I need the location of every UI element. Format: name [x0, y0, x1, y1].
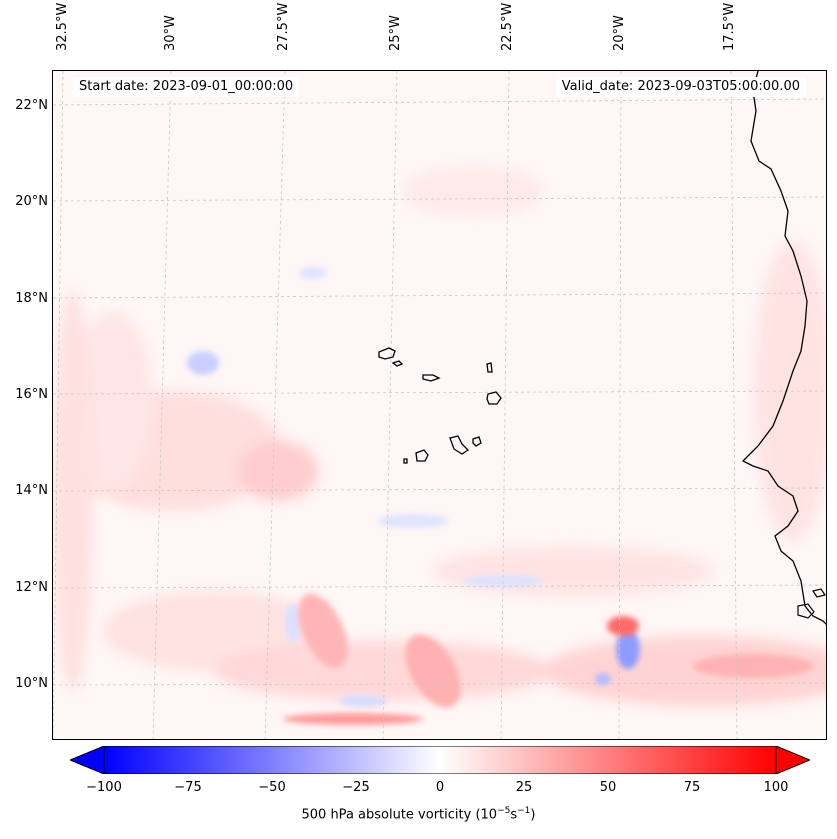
lat-label-10n: 10°N [15, 676, 48, 691]
lon-label-22-5w: 22.5°W [500, 2, 515, 51]
colorbar-units-exp1: −5 [497, 806, 511, 816]
lon-label-17-5w: 17.5°W [722, 2, 737, 51]
colorbar-min-arrow [68, 745, 105, 775]
colorbar-tick: 25 [515, 780, 533, 795]
colorbar-ticks: −100 −75 −50 −25 0 25 50 75 100 [0, 780, 837, 798]
colorbar-tick: 50 [599, 780, 617, 795]
lon-label-32-5w: 32.5°W [55, 2, 70, 51]
lon-label-25w: 25°W [388, 15, 403, 51]
colorbar-label: 500 hPa absolute vorticity (10−5s−1) [0, 806, 837, 822]
lat-label-22n: 22°N [15, 98, 48, 113]
lat-label-14n: 14°N [15, 483, 48, 498]
colorbar-tick: −100 [86, 780, 122, 795]
colorbar-variable: 500 hPa absolute vorticity [301, 807, 472, 823]
colorbar-max-arrow [775, 745, 812, 775]
colorbar-units-prefix: (10 [475, 807, 498, 823]
colorbar [68, 745, 812, 775]
lat-label-18n: 18°N [15, 291, 48, 306]
colorbar-tick: −75 [174, 780, 202, 795]
colorbar-tick: −50 [258, 780, 286, 795]
colorbar-tick: 100 [763, 780, 789, 795]
colorbar-tick: −25 [342, 780, 370, 795]
colorbar-tick: 0 [435, 780, 445, 795]
colorbar-units-suffix: ) [530, 807, 536, 823]
start-date-label: Start date: 2023-09-01_00:00:00 [73, 77, 300, 97]
lon-label-30w: 30°W [163, 15, 178, 51]
lat-label-12n: 12°N [15, 580, 48, 595]
vorticity-field [53, 71, 826, 739]
colorbar-units-exp2: −1 [517, 806, 531, 816]
valid-date-label: Valid_date: 2023-09-03T05:00:00.00 [555, 77, 806, 97]
vorticity-map[interactable]: Start date: 2023-09-01_00:00:00 Valid_da… [52, 70, 827, 740]
colorbar-tick: 75 [683, 780, 701, 795]
lon-label-20w: 20°W [612, 15, 627, 51]
colorbar-units-mid: s [510, 807, 518, 823]
lon-label-27-5w: 27.5°W [276, 2, 291, 51]
lat-label-20n: 20°N [15, 194, 48, 209]
colorbar-gradient [68, 745, 812, 775]
lat-label-16n: 16°N [15, 387, 48, 402]
